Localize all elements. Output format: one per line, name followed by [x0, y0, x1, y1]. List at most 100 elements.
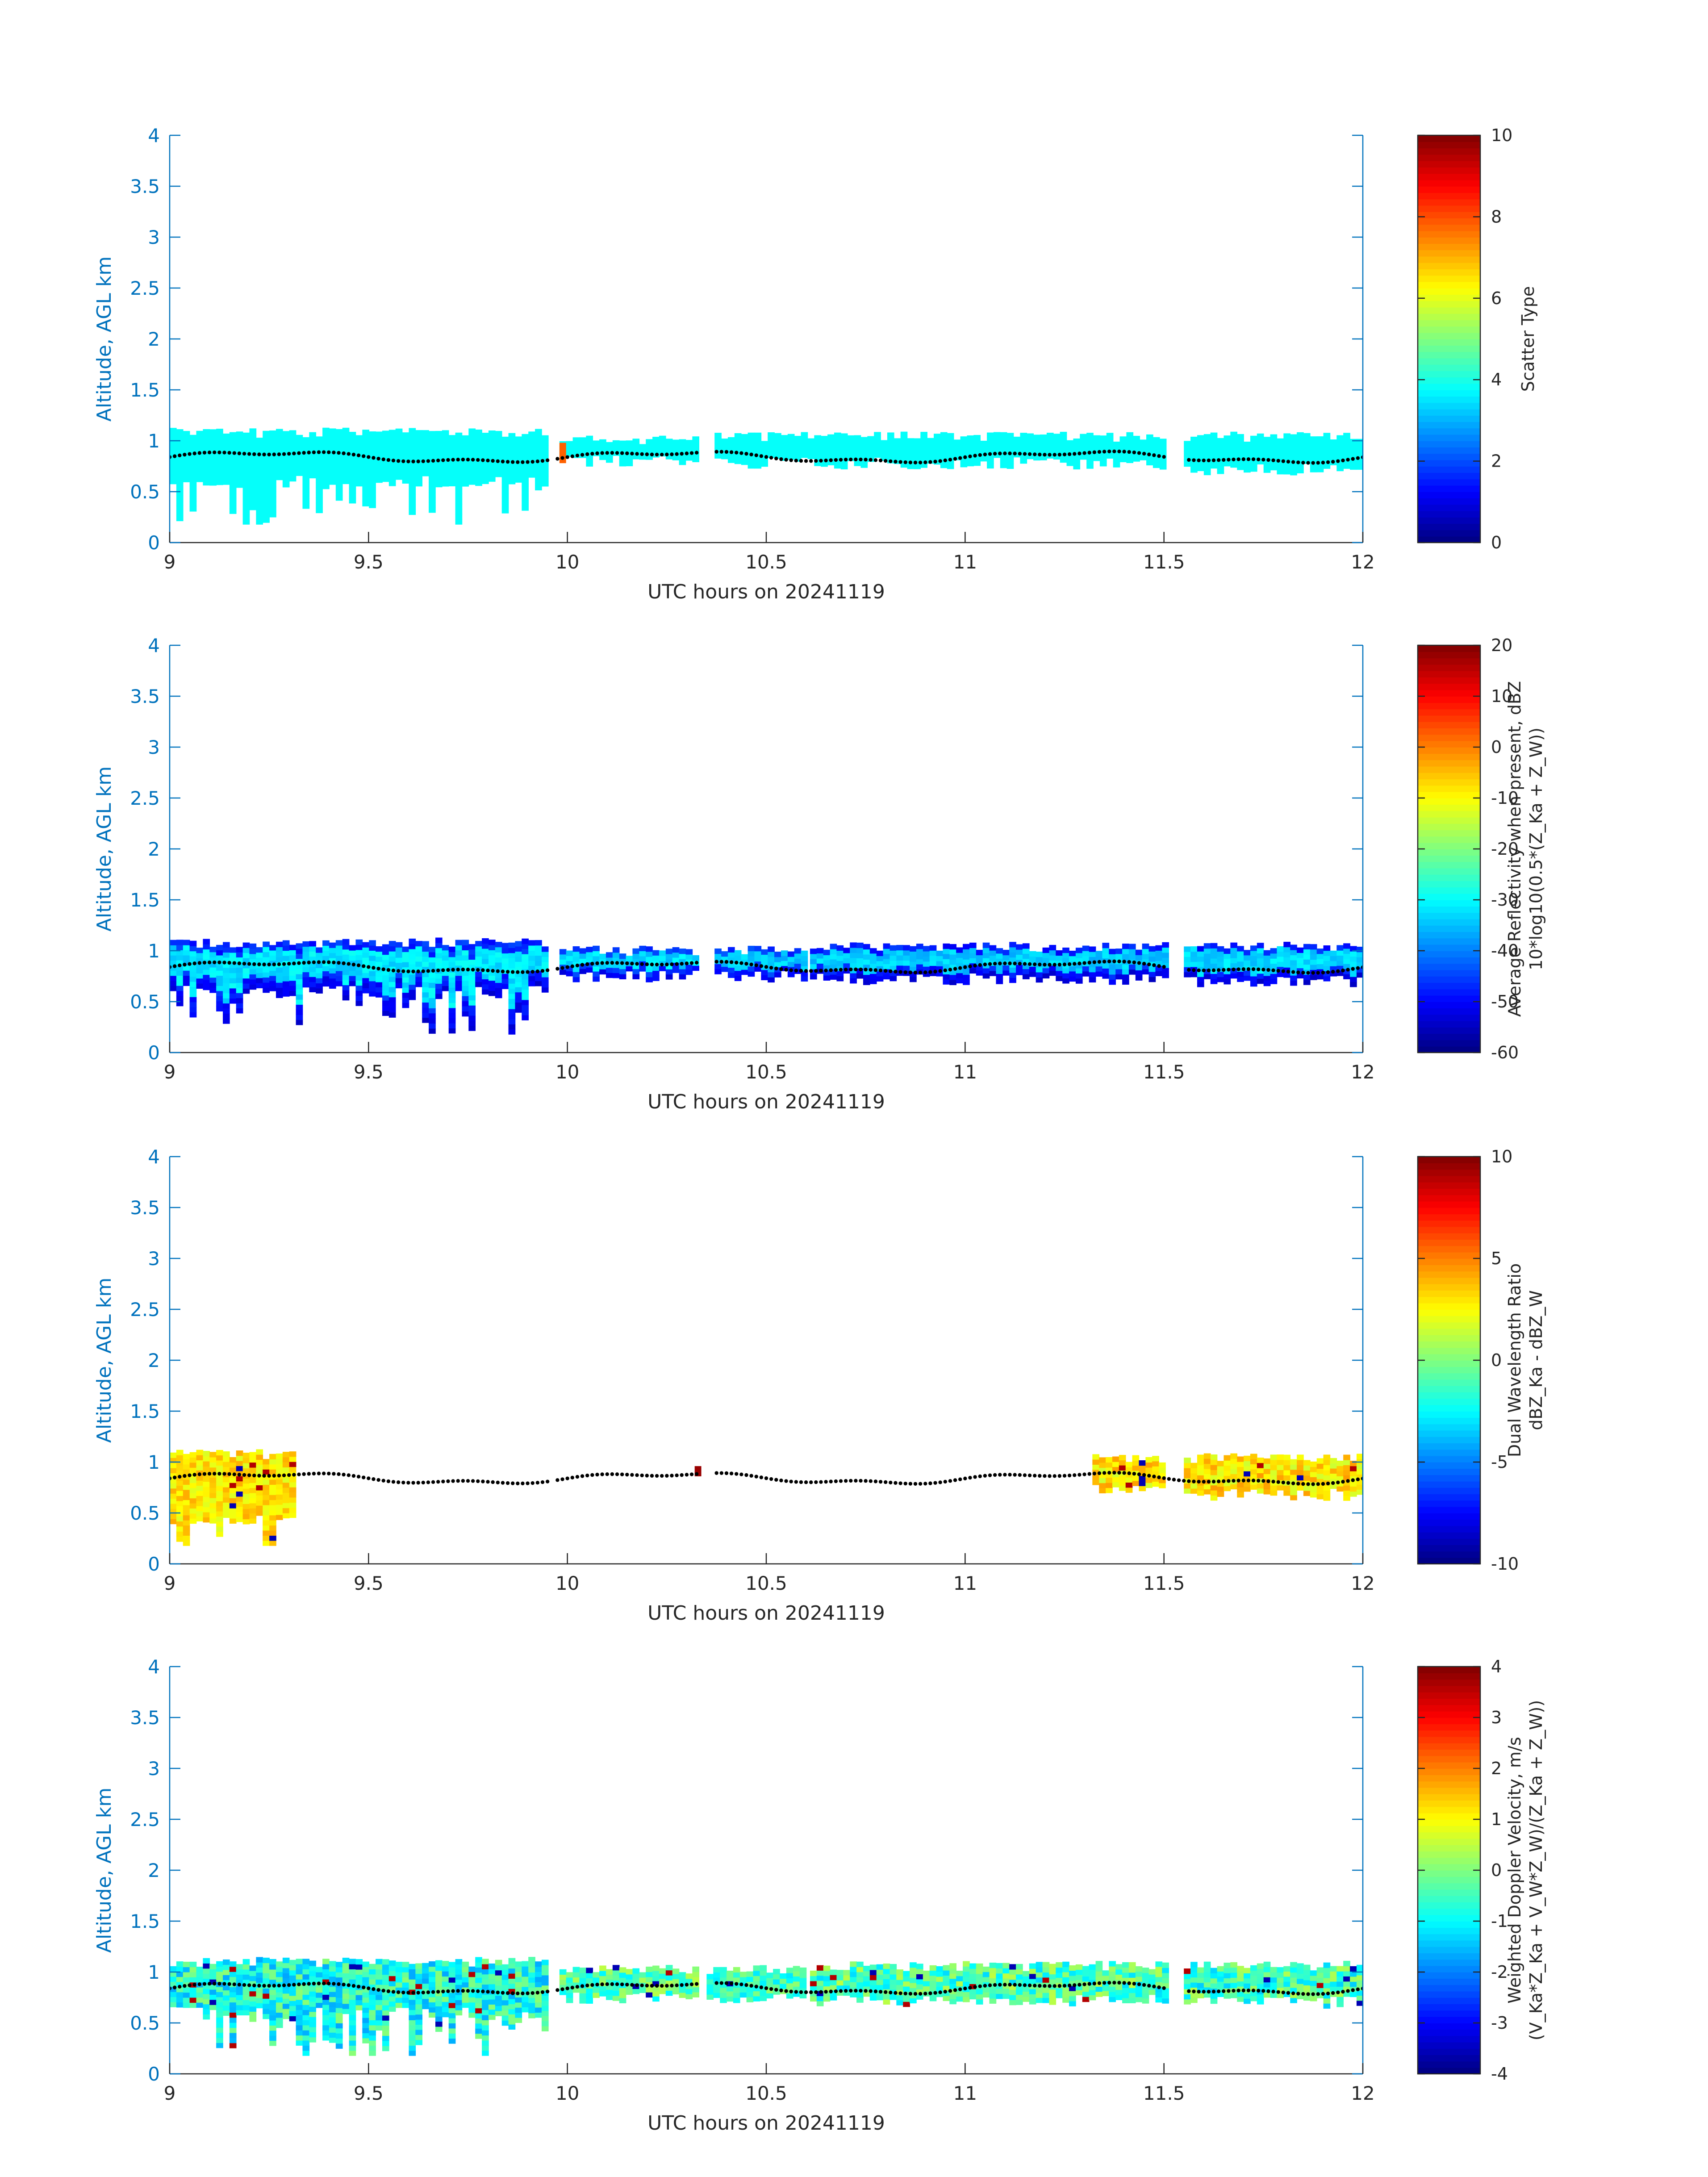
echo-cell	[639, 966, 646, 971]
echo-cell	[1310, 1472, 1317, 1477]
echo-cell	[692, 436, 699, 442]
cloud-top-point	[1236, 1479, 1240, 1482]
echo-cell	[190, 986, 197, 992]
echo-cell	[289, 1482, 296, 1488]
echo-cell	[276, 1458, 283, 1464]
echo-cell	[1119, 1460, 1126, 1465]
echo-cell	[1237, 971, 1244, 977]
echo-cell	[269, 1510, 276, 1515]
cloud-top-point	[760, 964, 763, 968]
echo-cell	[1162, 953, 1169, 958]
echo-cell	[203, 465, 210, 470]
cloud-top-point	[1162, 965, 1165, 969]
echo-cell	[455, 499, 463, 504]
echo-cell	[236, 1008, 243, 1013]
y-tick-label: 4	[148, 635, 160, 656]
echo-cell	[836, 945, 844, 951]
echo-cell	[1264, 468, 1271, 473]
echo-cell	[936, 951, 944, 956]
cloud-top-point	[382, 1479, 385, 1482]
echo-cell	[449, 972, 456, 978]
echo-cell	[223, 1487, 230, 1492]
echo-cell	[342, 1973, 350, 1978]
echo-cell	[283, 1998, 290, 2004]
echo-cell	[216, 970, 223, 976]
colorbar-step	[1418, 422, 1480, 428]
echo-cell	[263, 957, 270, 962]
echo-cell	[1343, 438, 1350, 443]
echo-cell	[1112, 1482, 1119, 1488]
echo-cell	[283, 1488, 290, 1493]
echo-cell	[230, 2007, 237, 2013]
echo-cell	[196, 1967, 203, 1972]
echo-cell	[626, 446, 633, 451]
echo-cell	[1086, 458, 1094, 464]
echo-cell	[302, 941, 309, 947]
cloud-top-point	[834, 1479, 838, 1483]
echo-cell	[1343, 1454, 1350, 1460]
cloud-top-point	[511, 1481, 514, 1485]
colorbar-step	[1418, 894, 1480, 900]
colorbar-step	[1418, 753, 1480, 760]
echo-cell	[1007, 438, 1014, 443]
chart-panel-1: 00.511.522.533.549 9.5 10 10.5 11 11.5 12UTC h…	[93, 125, 1538, 603]
echo-cell	[1324, 1465, 1331, 1470]
cloud-top-point	[1217, 458, 1220, 462]
echo-cell	[515, 982, 522, 987]
colorbar-label: 10*log10(0.5*(Z_Ka + Z_W))	[1526, 727, 1546, 970]
echo-cell	[685, 455, 693, 460]
echo-cell	[854, 440, 861, 446]
echo-cell	[256, 468, 263, 474]
echo-cell	[230, 488, 237, 493]
cloud-top-point	[914, 461, 917, 464]
echo-cell	[522, 990, 529, 995]
echo-cell	[209, 1467, 217, 1473]
echo-cell	[1056, 955, 1063, 961]
echo-cell	[714, 438, 722, 443]
echo-cell	[170, 1976, 177, 1982]
echo-cell	[223, 1507, 230, 1513]
echo-cell	[316, 508, 323, 513]
echo-cell	[236, 1003, 243, 1008]
echo-cell	[283, 1968, 290, 1973]
echo-cell	[196, 1501, 203, 1506]
cloud-top-point	[1236, 967, 1240, 971]
echo-cell	[949, 944, 956, 949]
cloud-top-point	[1331, 970, 1335, 974]
echo-cell	[1244, 1456, 1251, 1461]
echo-cell	[382, 1969, 389, 1975]
colorbar-step	[1418, 536, 1480, 543]
echo-cell	[269, 1515, 276, 1521]
echo-cell	[848, 440, 855, 446]
echo-cell	[236, 1486, 243, 1492]
cloud-top-point	[491, 459, 494, 463]
cloud-top-point	[630, 1473, 634, 1477]
echo-cell	[389, 1002, 396, 1007]
echo-cell	[223, 459, 230, 464]
echo-cell	[1290, 965, 1297, 970]
echo-cell	[422, 2004, 429, 2009]
echo-cell	[429, 1028, 436, 1034]
echo-cell	[309, 463, 316, 468]
echo-cell	[834, 448, 841, 453]
echo-cell	[249, 1976, 256, 1981]
echo-cell	[223, 1462, 230, 1467]
echo-cell	[382, 1011, 389, 1016]
echo-cell	[203, 1456, 210, 1461]
echo-cell	[475, 982, 482, 987]
echo-cell	[761, 969, 768, 975]
echo-cell	[422, 1968, 429, 1973]
echo-cell	[1056, 950, 1063, 956]
echo-cell	[1129, 969, 1136, 974]
echo-cell	[794, 953, 802, 959]
echo-cell	[435, 963, 443, 969]
echo-cell	[263, 1464, 270, 1470]
cloud-top-point	[948, 968, 952, 971]
echo-cell	[741, 434, 748, 439]
echo-cell	[269, 2005, 276, 2010]
echo-cell	[1126, 1482, 1133, 1488]
echo-cell	[342, 2009, 350, 2014]
echo-cell	[509, 1014, 516, 1019]
echo-cell	[1184, 1468, 1191, 1473]
echo-cell	[362, 2002, 369, 2008]
